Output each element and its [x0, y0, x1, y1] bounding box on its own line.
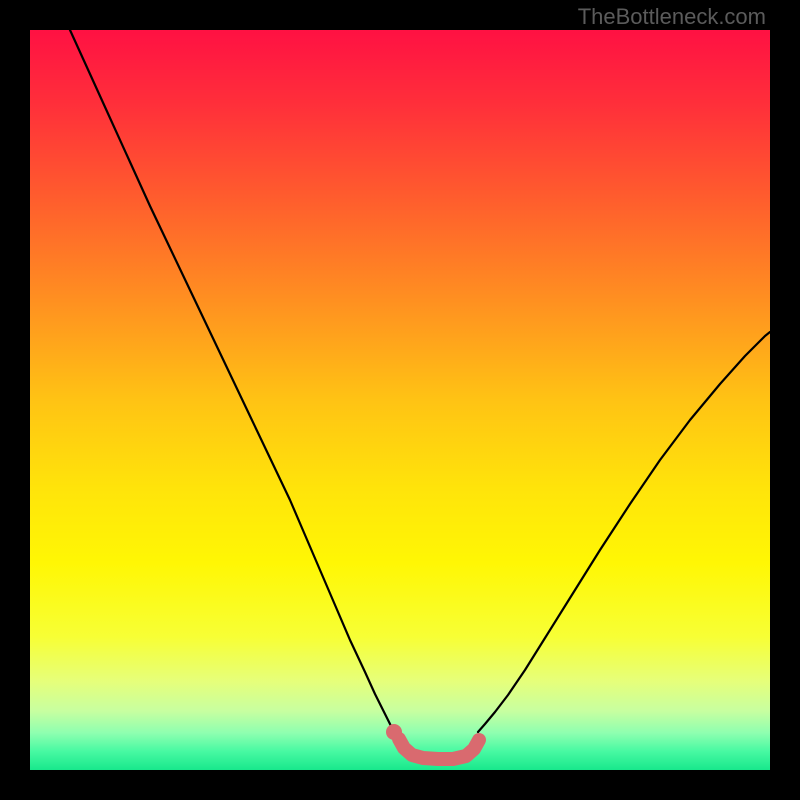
optimal-dot	[386, 724, 402, 740]
plot-area	[30, 30, 770, 770]
plot-svg	[30, 30, 770, 770]
border-left	[0, 0, 30, 800]
watermark-text: TheBottleneck.com	[578, 4, 766, 30]
border-right	[770, 0, 800, 800]
border-bottom	[0, 770, 800, 800]
chart-frame: TheBottleneck.com	[0, 0, 800, 800]
gradient-background	[30, 30, 770, 770]
